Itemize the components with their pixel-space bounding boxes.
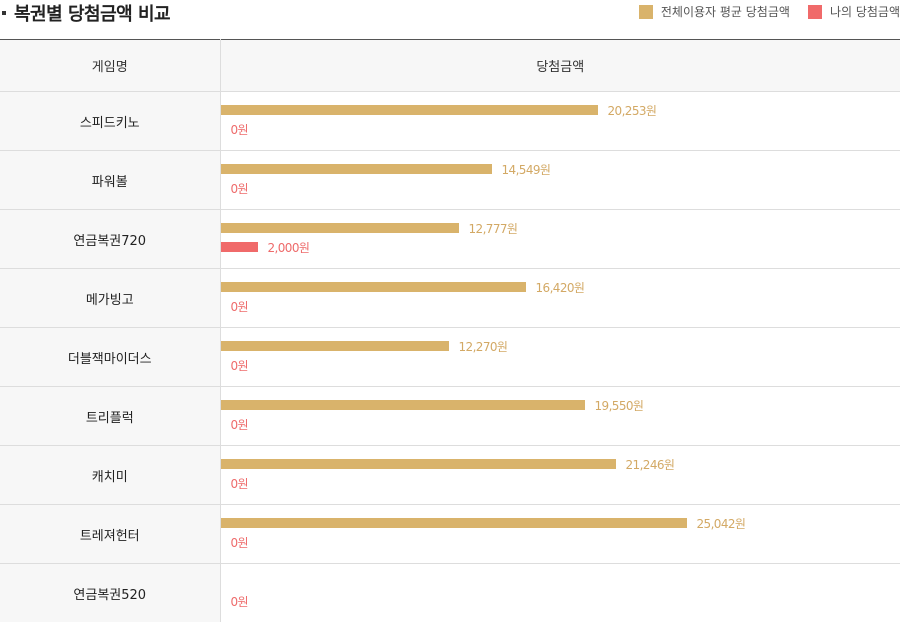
game-name-cell: 파워볼 — [0, 150, 221, 210]
bar-average — [220, 223, 459, 233]
bar-cell: 19,550원 0원 — [220, 386, 900, 446]
bar-mine — [220, 242, 258, 252]
bar-line-mine: 2,000원 — [220, 241, 310, 255]
bar-line-average: 14,549원 — [220, 163, 551, 177]
value-label-mine: 0원 — [230, 181, 249, 196]
value-label-mine: 0원 — [230, 122, 249, 137]
bar-line-mine: 0원 — [221, 182, 249, 196]
bar-average — [220, 341, 449, 351]
value-label-average: 12,270원 — [458, 339, 508, 354]
game-name-cell: 트레져헌터 — [0, 504, 221, 564]
bar-cell: 14,549원 0원 — [220, 150, 900, 210]
legend-item-average: 전체이용자 평균 당첨금액 — [638, 3, 790, 20]
table-row: 스피드키노 20,253원 0원 — [0, 91, 900, 151]
table-row: 더블잭마이더스 12,270원 0원 — [0, 327, 900, 387]
bar-line-average: 12,777원 — [220, 222, 518, 236]
game-name-cell: 캐치미 — [0, 445, 221, 505]
bar-average — [220, 400, 585, 410]
game-name-cell: 메가빙고 — [0, 268, 221, 328]
bar-cell: 16,420원 0원 — [220, 268, 900, 328]
value-label-average: 20,253원 — [607, 103, 657, 118]
bar-cell: 12,270원 0원 — [220, 327, 900, 387]
value-label-average: 21,246원 — [625, 457, 675, 472]
legend-item-mine: 나의 당첨금액 — [807, 3, 900, 20]
bar-average — [220, 282, 526, 292]
bar-line-mine: 0원 — [221, 123, 249, 137]
bar-line-mine: 0원 — [221, 477, 249, 491]
value-label-mine: 2,000원 — [267, 240, 310, 255]
value-label-mine: 0원 — [230, 299, 249, 314]
table-row: 연금복권520 0원 — [0, 563, 900, 622]
value-label-mine: 0원 — [230, 417, 249, 432]
bar-cell: 20,253원 0원 — [220, 91, 900, 151]
bar-line-mine: 0원 — [221, 359, 249, 373]
chart-header: 복권별 당첨금액 비교 전체이용자 평균 당첨금액 나의 당첨금액 — [0, 0, 900, 34]
legend-label-mine: 나의 당첨금액 — [829, 5, 900, 19]
value-label-average: 16,420원 — [535, 280, 585, 295]
value-label-mine: 0원 — [230, 358, 249, 373]
value-label-average: 12,777원 — [468, 221, 518, 236]
table-header-row: 게임명 당첨금액 — [0, 39, 900, 92]
bar-average — [220, 105, 598, 115]
bar-cell: 0원 — [220, 563, 900, 622]
column-header-amount: 당첨금액 — [220, 39, 900, 92]
table-row: 파워볼 14,549원 0원 — [0, 150, 900, 210]
legend: 전체이용자 평균 당첨금액 나의 당첨금액 — [621, 3, 900, 20]
table-row: 트리플럭 19,550원 0원 — [0, 386, 900, 446]
chart-body: 스피드키노 20,253원 0원 파워볼 14,549원 0원 연금복권720 12,777원… — [0, 91, 900, 622]
bar-line-mine: 0원 — [221, 595, 249, 609]
value-label-average: 14,549원 — [501, 162, 551, 177]
bar-line-average: 20,253원 — [220, 104, 657, 118]
game-name-cell: 더블잭마이더스 — [0, 327, 221, 387]
value-label-mine: 0원 — [230, 535, 249, 550]
bar-line-average: 16,420원 — [220, 281, 585, 295]
legend-label-average: 전체이용자 평균 당첨금액 — [660, 5, 790, 19]
value-label-average: 19,550원 — [594, 398, 644, 413]
chart-title: 복권별 당첨금액 비교 — [14, 4, 171, 25]
title-bullet-icon — [2, 11, 6, 15]
game-name-cell: 연금복권520 — [0, 563, 221, 622]
bar-line-mine: 0원 — [221, 418, 249, 432]
bar-average — [220, 518, 687, 528]
legend-swatch-average — [638, 4, 653, 19]
column-header-game-name: 게임명 — [0, 39, 221, 92]
table-row: 메가빙고 16,420원 0원 — [0, 268, 900, 328]
bar-average — [220, 164, 492, 174]
bar-line-average: 12,270원 — [220, 340, 508, 354]
bar-cell: 25,042원 0원 — [220, 504, 900, 564]
value-label-average: 25,042원 — [696, 516, 746, 531]
value-label-mine: 0원 — [230, 594, 249, 609]
game-name-cell: 연금복권720 — [0, 209, 221, 269]
title-wrap: 복권별 당첨금액 비교 — [0, 0, 171, 26]
legend-swatch-mine — [807, 4, 822, 19]
table-row: 캐치미 21,246원 0원 — [0, 445, 900, 505]
bar-line-mine: 0원 — [221, 536, 249, 550]
bar-average — [220, 459, 616, 469]
bar-line-average: 25,042원 — [220, 517, 746, 531]
bar-line-average: 19,550원 — [220, 399, 644, 413]
game-name-cell: 트리플럭 — [0, 386, 221, 446]
bar-line-mine: 0원 — [221, 300, 249, 314]
bar-line-average: 21,246원 — [220, 458, 675, 472]
table-row: 트레져헌터 25,042원 0원 — [0, 504, 900, 564]
table-row: 연금복권720 12,777원 2,000원 — [0, 209, 900, 269]
bar-cell: 12,777원 2,000원 — [220, 209, 900, 269]
bar-cell: 21,246원 0원 — [220, 445, 900, 505]
comparison-table: 게임명 당첨금액 스피드키노 20,253원 0원 파워볼 14,549원 0원 연금복권7… — [0, 39, 900, 622]
value-label-mine: 0원 — [230, 476, 249, 491]
game-name-cell: 스피드키노 — [0, 91, 221, 151]
